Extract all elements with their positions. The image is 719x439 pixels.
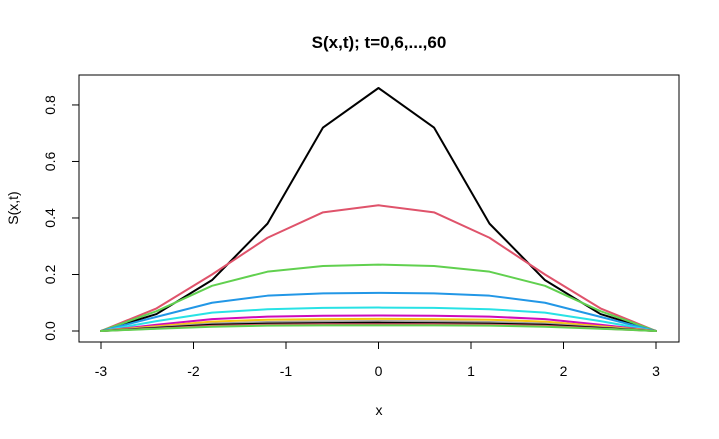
- series-layer: [100, 87, 657, 332]
- series-line-6: [100, 314, 657, 332]
- x-tick-label: 0: [375, 363, 383, 379]
- x-tick-label: 2: [560, 363, 568, 379]
- y-tick-label: 0.4: [42, 208, 58, 228]
- series-line-7: [100, 317, 657, 332]
- y-tick-label: 0.2: [42, 265, 58, 285]
- series-line-4: [100, 291, 657, 332]
- y-tick-label: 0.6: [42, 152, 58, 172]
- series-line-5: [100, 306, 657, 332]
- y-tick-label: 0.8: [42, 95, 58, 115]
- x-axis: -3 -2 -1 0 1 2 3: [95, 341, 660, 379]
- x-axis-label: x: [376, 402, 383, 418]
- series-line-3: [100, 263, 657, 332]
- series-line-1: [100, 87, 657, 332]
- chart-title: S(x,t); t=0,6,...,60: [312, 33, 447, 52]
- x-tick-label: -3: [95, 363, 108, 379]
- x-tick-label: -1: [280, 363, 293, 379]
- x-tick-label: 3: [652, 363, 660, 379]
- x-tick-label: 1: [467, 363, 475, 379]
- x-tick-label: -2: [187, 363, 200, 379]
- y-axis-label: S(x,t): [5, 191, 21, 224]
- series-line-2: [100, 204, 657, 332]
- series-line-11: [100, 324, 657, 332]
- y-axis: 0.0 0.2 0.4 0.6 0.8: [42, 88, 80, 341]
- y-tick-label: 0.0: [42, 321, 58, 341]
